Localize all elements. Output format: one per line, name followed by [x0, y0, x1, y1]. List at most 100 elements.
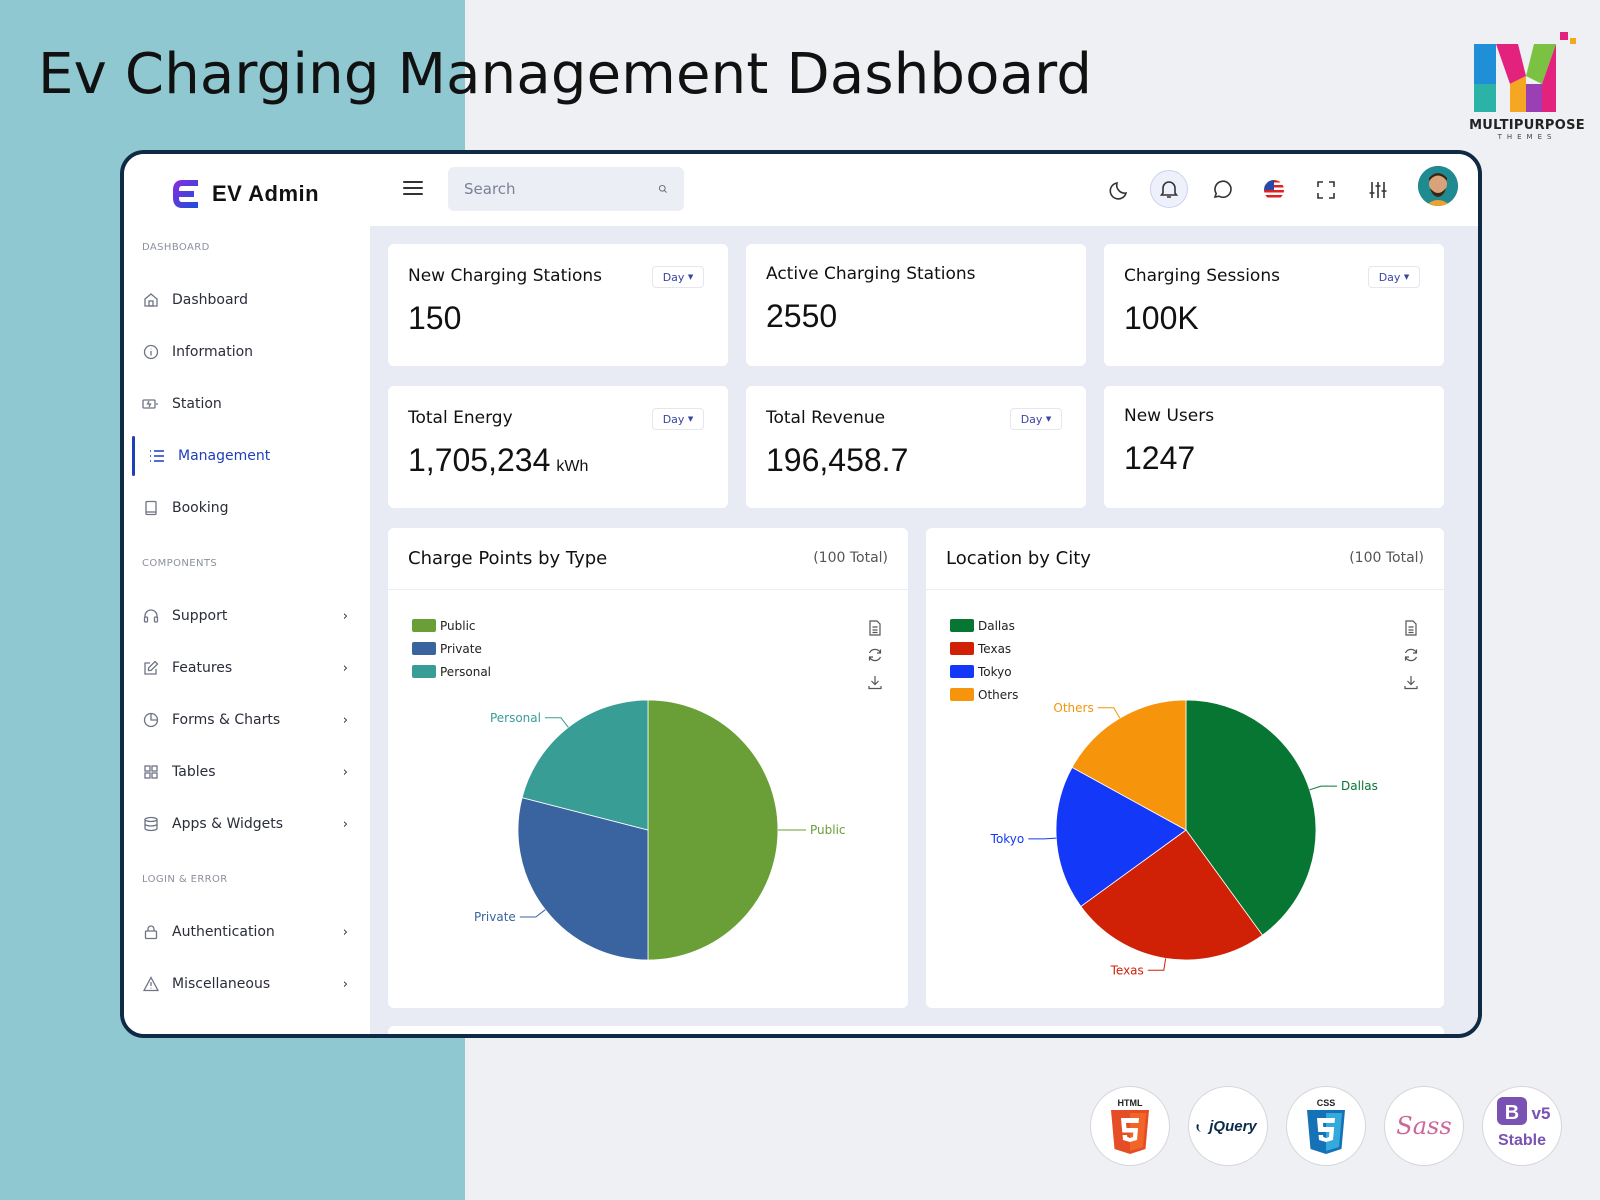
brand-subtitle: THEMES	[1497, 133, 1557, 141]
pie-slice-private[interactable]	[517, 797, 649, 961]
pie-label: Private	[474, 910, 516, 924]
stat-title: Total Revenue	[766, 408, 886, 428]
sidebar-item-authentication[interactable]: Authentication ›	[124, 912, 370, 952]
sidebar-item-features[interactable]: Features ›	[124, 648, 370, 688]
home-icon	[142, 291, 160, 309]
legend-item[interactable]: Texas	[950, 637, 1018, 660]
stat-value: 1247	[1124, 440, 1196, 476]
pie-label: Dallas	[1341, 779, 1378, 793]
caret-down-icon: ▼	[1403, 273, 1410, 281]
us-flag-icon[interactable]	[1260, 176, 1288, 204]
legend-swatch	[950, 688, 974, 701]
edit-icon	[142, 659, 160, 677]
legend-item[interactable]: Private	[412, 637, 491, 660]
sidebar-item-information[interactable]: Information	[124, 332, 370, 372]
stat-card-charging-sessions: Charging Sessions Day ▼ 100K	[1104, 244, 1444, 366]
sidebar: EV Admin DASHBOARD Dashboard Information…	[124, 154, 370, 1034]
notifications-button[interactable]	[1150, 170, 1188, 208]
download-icon[interactable]	[1402, 668, 1420, 695]
pie-label: Personal	[490, 711, 541, 725]
search-icon[interactable]	[658, 182, 668, 196]
stat-value: 2550	[766, 298, 838, 334]
legend-item[interactable]: Tokyo	[950, 660, 1018, 683]
sidebar-item-management[interactable]: Management	[124, 436, 370, 476]
sidebar-item-tables[interactable]: Tables ›	[124, 752, 370, 792]
panel-total: (100 Total)	[813, 550, 888, 566]
pie-slice-texas[interactable]	[1080, 829, 1263, 961]
refresh-icon[interactable]	[866, 641, 884, 668]
legend-label: Private	[440, 641, 482, 656]
page-title: Ev Charging Management Dashboard	[38, 42, 1093, 107]
chart-toolbar	[1402, 614, 1420, 695]
fullscreen-icon[interactable]	[1312, 176, 1340, 204]
legend-swatch	[412, 642, 436, 655]
document-icon[interactable]	[866, 614, 884, 641]
pie-slice-others[interactable]	[1071, 699, 1187, 831]
user-avatar[interactable]	[1418, 166, 1458, 206]
legend-item[interactable]: Dallas	[950, 614, 1018, 637]
sidebar-item-support[interactable]: Support ›	[124, 596, 370, 636]
sidebar-item-label: Station	[172, 396, 222, 412]
sidebar-item-booking[interactable]: Booking	[124, 488, 370, 528]
pie-label: Texas	[1110, 963, 1144, 977]
sidebar-item-station[interactable]: Station	[124, 384, 370, 424]
sidebar-item-label: Tables	[172, 764, 216, 780]
period-dropdown[interactable]: Day ▼	[1010, 408, 1062, 430]
settings-sliders-icon[interactable]	[1364, 176, 1392, 204]
pie-slice-dallas[interactable]	[1185, 699, 1317, 936]
legend-label: Personal	[440, 664, 492, 679]
sidebar-item-label: Booking	[172, 500, 229, 516]
tech-badge-html5: HTML	[1090, 1086, 1170, 1166]
panel-title: Charge Points by Type	[408, 548, 608, 569]
tech-badge-jquery: jQuery	[1188, 1086, 1268, 1166]
sidebar-item-label: Authentication	[172, 924, 275, 940]
brand-name: MULTIPURPOSE	[1469, 118, 1585, 133]
caret-down-icon: ▼	[687, 273, 694, 281]
chart-toolbar	[866, 614, 884, 695]
tech-badge-sass: Sass	[1384, 1086, 1464, 1166]
pie-slice-public[interactable]	[647, 699, 779, 961]
bell-icon	[1159, 181, 1179, 198]
dark-mode-icon[interactable]	[1106, 176, 1134, 204]
nav-section-components: COMPONENTS	[142, 558, 218, 569]
period-dropdown[interactable]: Day ▼	[652, 266, 704, 288]
sidebar-item-label: Dashboard	[172, 292, 248, 308]
sidebar-item-dashboard[interactable]: Dashboard	[124, 280, 370, 320]
download-icon[interactable]	[866, 668, 884, 695]
legend-swatch	[950, 642, 974, 655]
refresh-icon[interactable]	[1402, 641, 1420, 668]
period-dropdown[interactable]: Day ▼	[652, 408, 704, 430]
chevron-right-icon: ›	[342, 660, 348, 676]
stat-title: New Charging Stations	[408, 266, 603, 286]
stat-value: 1,705,234	[408, 442, 551, 478]
list-icon	[148, 447, 166, 465]
legend-item[interactable]: Others	[950, 683, 1018, 706]
legend-item[interactable]: Personal	[412, 660, 491, 683]
chevron-right-icon: ›	[342, 712, 348, 728]
search-input[interactable]	[464, 180, 658, 198]
period-dropdown[interactable]: Day ▼	[1368, 266, 1420, 288]
period-label: Day	[1020, 412, 1043, 426]
period-label: Day	[1378, 270, 1401, 284]
sidebar-item-apps-widgets[interactable]: Apps & Widgets ›	[124, 804, 370, 844]
pie-chart-location-city: Dallas Texas Tokyo Others	[990, 699, 1378, 977]
chat-icon[interactable]	[1208, 176, 1236, 204]
tech-badge-bootstrap: B v5 Stable	[1482, 1086, 1562, 1166]
sidebar-item-miscellaneous[interactable]: Miscellaneous ›	[124, 964, 370, 1004]
pie-slice-personal[interactable]	[521, 699, 649, 831]
legend-label: Others	[978, 687, 1019, 702]
stat-value: 100K	[1124, 300, 1199, 336]
pie-slice-tokyo[interactable]	[1055, 766, 1187, 907]
app-logo[interactable]: EV Admin	[168, 174, 319, 214]
document-icon[interactable]	[1402, 614, 1420, 641]
legend-label: Texas	[978, 641, 1012, 656]
sidebar-item-forms-charts[interactable]: Forms & Charts ›	[124, 700, 370, 740]
sidebar-item-label: Forms & Charts	[172, 712, 281, 728]
tech-badge-label: jQuery	[1207, 1118, 1257, 1135]
legend-swatch	[412, 665, 436, 678]
menu-toggle-icon[interactable]	[402, 178, 424, 198]
pie-label: Tokyo	[990, 832, 1025, 846]
pie-leader-line	[1147, 958, 1167, 971]
legend-item[interactable]: Public	[412, 614, 491, 637]
sidebar-item-label: Apps & Widgets	[172, 816, 284, 832]
